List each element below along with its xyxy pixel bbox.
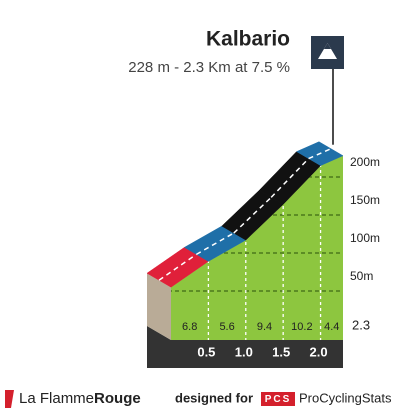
- x-tick-label: 1.0: [235, 344, 253, 359]
- summit-icon-peak: [318, 43, 337, 59]
- profile: 50m 100m 150m 200m 0.5 1.0 1.5 2.0 2.3 6.8 5.6 9.4 1…: [146, 69, 380, 368]
- site-name: ProCyclingStats: [299, 390, 392, 405]
- x-tick-label: 2.0: [310, 344, 328, 359]
- brand-part: La Flamme: [19, 390, 94, 407]
- front-face: [171, 155, 343, 340]
- brand-name: La FlammeRouge: [19, 390, 141, 407]
- stripe-dash: [196, 232, 235, 256]
- base-band: [147, 326, 343, 368]
- side-face: [147, 273, 171, 340]
- x-tick-label: 0.5: [197, 344, 215, 359]
- pcs-badge: [261, 392, 295, 406]
- stripe-dash: [308, 148, 332, 160]
- length-label: 2.3: [352, 317, 370, 332]
- x-tick-label: 1.5: [272, 344, 290, 359]
- y-tick-label: 200m: [350, 155, 380, 169]
- y-tick-label: 50m: [350, 269, 373, 283]
- stripe-dash: [158, 253, 197, 281]
- y-tick-label: 150m: [350, 193, 380, 207]
- y-tick-label: 100m: [350, 231, 380, 245]
- chart-title: Kalbario: [206, 28, 290, 51]
- chart-subtitle: 228 m - 2.3 Km at 7.5 %: [128, 59, 290, 76]
- gradient-label: 5.6: [219, 321, 234, 333]
- designed-for: designed for: [175, 390, 253, 405]
- brand-icon: [5, 390, 14, 408]
- gradient-label: 9.4: [257, 321, 272, 333]
- gradient-label: 4.4: [324, 321, 339, 333]
- gradient-label: 10.2: [291, 321, 312, 333]
- pcs-badge-text: PCS: [265, 394, 292, 405]
- brand-part: Rouge: [94, 390, 141, 407]
- footer: La FlammeRouge designed for PCS ProCycli…: [5, 390, 392, 408]
- gradient-label: 6.8: [182, 321, 197, 333]
- summit-icon-snow: [324, 43, 331, 49]
